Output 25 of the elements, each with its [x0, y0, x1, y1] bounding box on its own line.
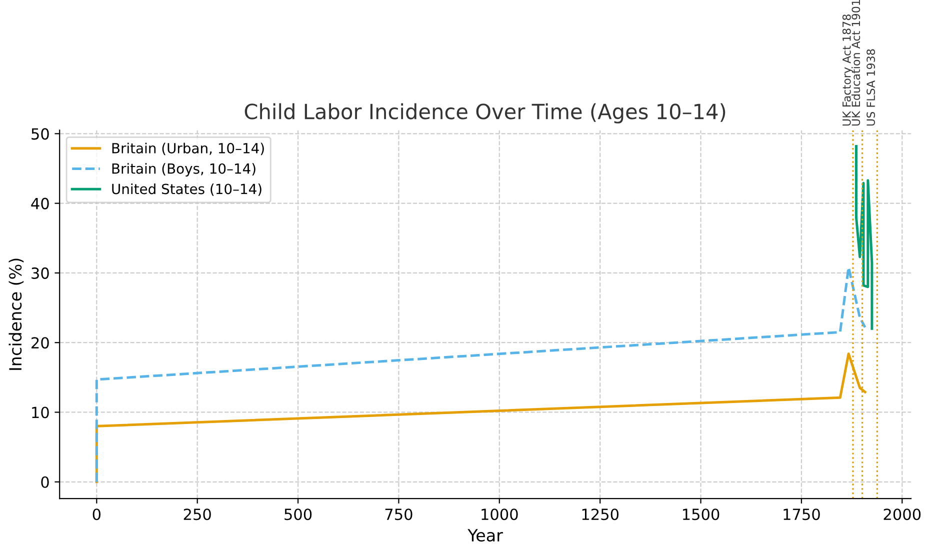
x-tick-label: 2000 [884, 508, 921, 520]
line-series [854, 144, 874, 330]
x-tick-label: 1250 [582, 508, 619, 520]
y-tick-label: 30 [32, 267, 49, 279]
x-tick-label: 0 [92, 508, 100, 520]
y-tick-label: 0 [41, 476, 49, 488]
y-tick-label: 10 [32, 406, 49, 418]
y-tick-label: 40 [31, 198, 49, 210]
x-tick-label: 750 [385, 508, 412, 520]
x-axis-title: Year [468, 529, 503, 542]
chart-title: Child Labor Incidence Over Time (Ages 10–14) [244, 103, 726, 124]
legend-label: Britain (Urban, 10–14) [112, 142, 264, 156]
y-axis-title: Incidence (%) [8, 258, 24, 370]
x-tick-label: 1500 [683, 508, 720, 520]
x-tick-label: 250 [184, 508, 211, 520]
x-tick-label: 1750 [784, 508, 820, 520]
legend-label: United States (10–14) [112, 183, 262, 196]
y-tick-label: 50 [32, 128, 49, 140]
ref-line-label: US FLSA 1938 [866, 49, 876, 126]
x-tick-label: 1000 [482, 508, 518, 520]
legend-label: Britain (Boys, 10–14) [112, 163, 256, 177]
ref-line-label: UK Education Act 1901 [852, 0, 860, 126]
line-series [95, 266, 866, 484]
y-tick-label: 20 [32, 337, 49, 349]
x-tick-label: 500 [284, 508, 312, 520]
